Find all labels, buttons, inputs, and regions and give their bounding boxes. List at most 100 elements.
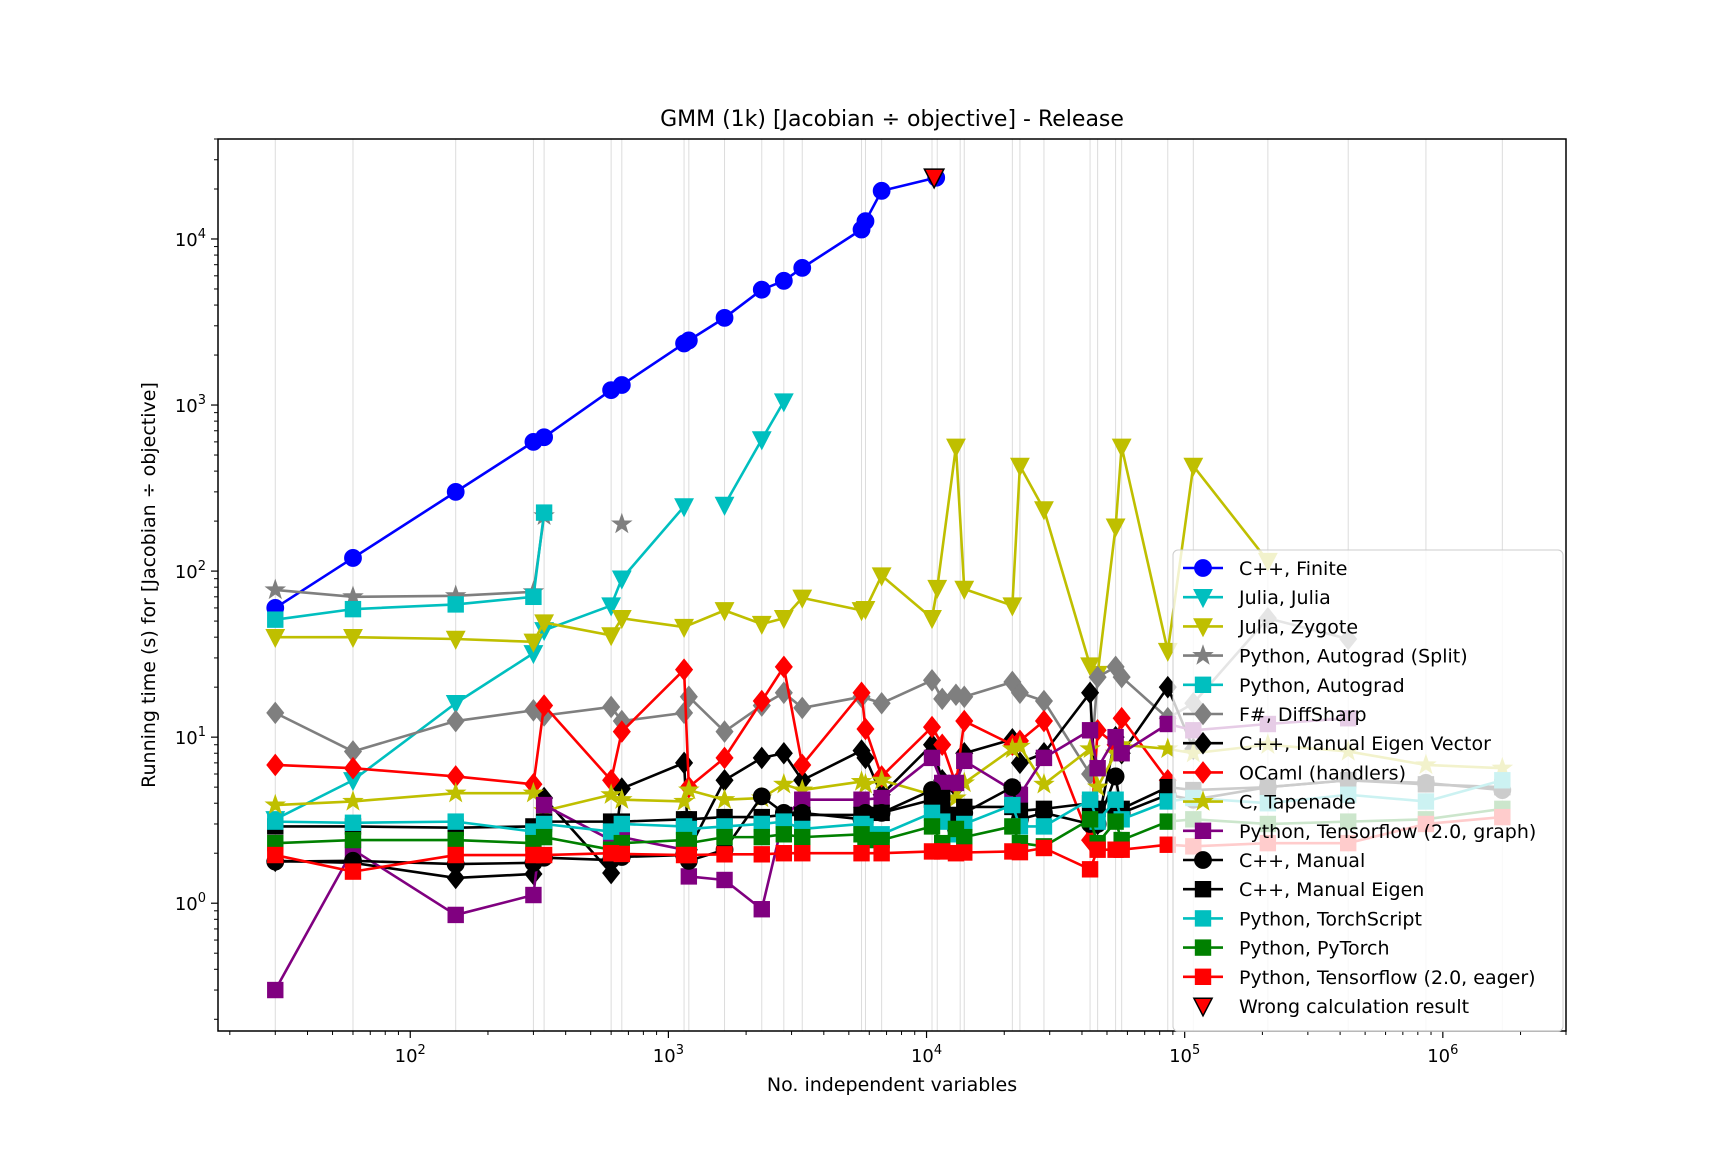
data-point bbox=[534, 614, 555, 634]
data-point bbox=[342, 585, 364, 606]
legend-label: Python, Tensorflow (2.0, graph) bbox=[1239, 821, 1536, 843]
data-point bbox=[751, 431, 772, 451]
legend-marker bbox=[1194, 676, 1212, 693]
data-point bbox=[873, 804, 890, 822]
data-point bbox=[446, 482, 465, 501]
data-point bbox=[1079, 737, 1101, 759]
data-point bbox=[525, 588, 542, 606]
data-point bbox=[1112, 706, 1131, 730]
data-point bbox=[1107, 813, 1124, 830]
data-point bbox=[715, 746, 734, 770]
data-point bbox=[714, 496, 735, 516]
legend-box bbox=[1172, 549, 1564, 1032]
data-point bbox=[1111, 438, 1132, 458]
data-point bbox=[1010, 681, 1029, 705]
data-point bbox=[870, 768, 893, 790]
data-point bbox=[535, 846, 553, 864]
y-tick-label: 104 bbox=[175, 227, 206, 251]
data-point bbox=[267, 846, 284, 864]
data-point bbox=[265, 628, 286, 649]
data-point bbox=[1035, 839, 1053, 857]
legend-entry-f-diffsharp: F#, DiffSharp bbox=[1183, 702, 1367, 726]
data-point bbox=[1113, 745, 1130, 762]
legend-entry-julia-zygote: Julia, Zygote bbox=[1183, 616, 1358, 638]
data-point bbox=[611, 610, 632, 630]
legend-entry-python-autograd: Python, Autograd bbox=[1183, 675, 1405, 697]
legend-label: Python, PyTorch bbox=[1239, 938, 1390, 960]
data-point bbox=[775, 845, 793, 862]
legend-entry-c-manual: C++, Manual bbox=[1183, 850, 1365, 872]
data-point bbox=[675, 658, 694, 681]
data-point bbox=[852, 681, 871, 705]
legend-marker bbox=[1193, 618, 1213, 638]
legend-marker bbox=[1193, 702, 1213, 726]
data-point bbox=[793, 258, 812, 277]
data-point bbox=[679, 331, 698, 350]
data-point bbox=[856, 717, 875, 741]
data-point bbox=[954, 580, 975, 600]
data-point bbox=[774, 655, 793, 679]
legend-label: C++, Manual Eigen Vector bbox=[1239, 733, 1491, 755]
data-point bbox=[713, 788, 736, 809]
data-point bbox=[956, 752, 973, 770]
data-point bbox=[266, 753, 285, 777]
data-point bbox=[775, 826, 793, 843]
data-point bbox=[873, 845, 890, 862]
data-point bbox=[535, 694, 554, 717]
legend-label: Python, Autograd bbox=[1239, 675, 1405, 697]
ticks: 102 103 104 105 106 100 101 102 103 104 bbox=[175, 138, 1567, 1067]
data-point bbox=[674, 498, 694, 518]
data-point bbox=[853, 845, 870, 862]
data-point bbox=[794, 845, 811, 862]
y-tick-label: 102 bbox=[175, 559, 206, 583]
data-point bbox=[1002, 597, 1023, 617]
data-point bbox=[1113, 841, 1130, 858]
legend-label: Python, TorchScript bbox=[1239, 908, 1422, 930]
data-point bbox=[267, 981, 284, 999]
data-point bbox=[753, 901, 770, 918]
series-wrong-calculation-result bbox=[923, 168, 946, 190]
legend-marker bbox=[1192, 644, 1214, 665]
series-julia-zygote bbox=[265, 438, 1278, 685]
data-point bbox=[923, 818, 941, 835]
legend-label: C++, Manual bbox=[1239, 850, 1365, 872]
data-point bbox=[947, 774, 965, 792]
data-point bbox=[773, 772, 795, 794]
data-point bbox=[1081, 861, 1099, 878]
data-point bbox=[446, 709, 465, 733]
data-point bbox=[1004, 796, 1021, 814]
data-point bbox=[344, 863, 362, 880]
data-point bbox=[752, 787, 771, 806]
series-line bbox=[275, 665, 1169, 842]
data-point bbox=[793, 696, 812, 720]
data-point bbox=[1107, 791, 1124, 808]
data-point bbox=[774, 271, 793, 290]
legend-marker bbox=[1194, 968, 1212, 985]
data-point bbox=[873, 789, 890, 807]
data-point bbox=[612, 376, 631, 394]
y-tick-label: 103 bbox=[175, 393, 206, 417]
data-point bbox=[344, 549, 362, 567]
legend-entry-python-tensorflow-2-0-graph: Python, Tensorflow (2.0, graph) bbox=[1183, 821, 1536, 843]
data-point bbox=[446, 866, 465, 890]
data-point bbox=[872, 691, 891, 715]
series-c-finite bbox=[266, 168, 946, 617]
data-point bbox=[343, 756, 363, 780]
series-julia-julia bbox=[265, 393, 794, 831]
data-point bbox=[523, 633, 544, 653]
x-tick-label: 104 bbox=[911, 1043, 942, 1067]
x-tick-label: 106 bbox=[1427, 1043, 1458, 1067]
data-point bbox=[715, 720, 734, 743]
data-point bbox=[447, 813, 464, 830]
data-point bbox=[1010, 751, 1029, 775]
data-point bbox=[956, 844, 973, 861]
data-point bbox=[680, 846, 698, 864]
data-point bbox=[445, 630, 466, 650]
data-point bbox=[1086, 775, 1109, 797]
data-point bbox=[793, 753, 812, 777]
data-point bbox=[856, 746, 875, 770]
data-point bbox=[955, 709, 974, 733]
data-point bbox=[854, 772, 877, 794]
data-point bbox=[955, 685, 974, 709]
y-tick-label: 100 bbox=[175, 891, 206, 915]
